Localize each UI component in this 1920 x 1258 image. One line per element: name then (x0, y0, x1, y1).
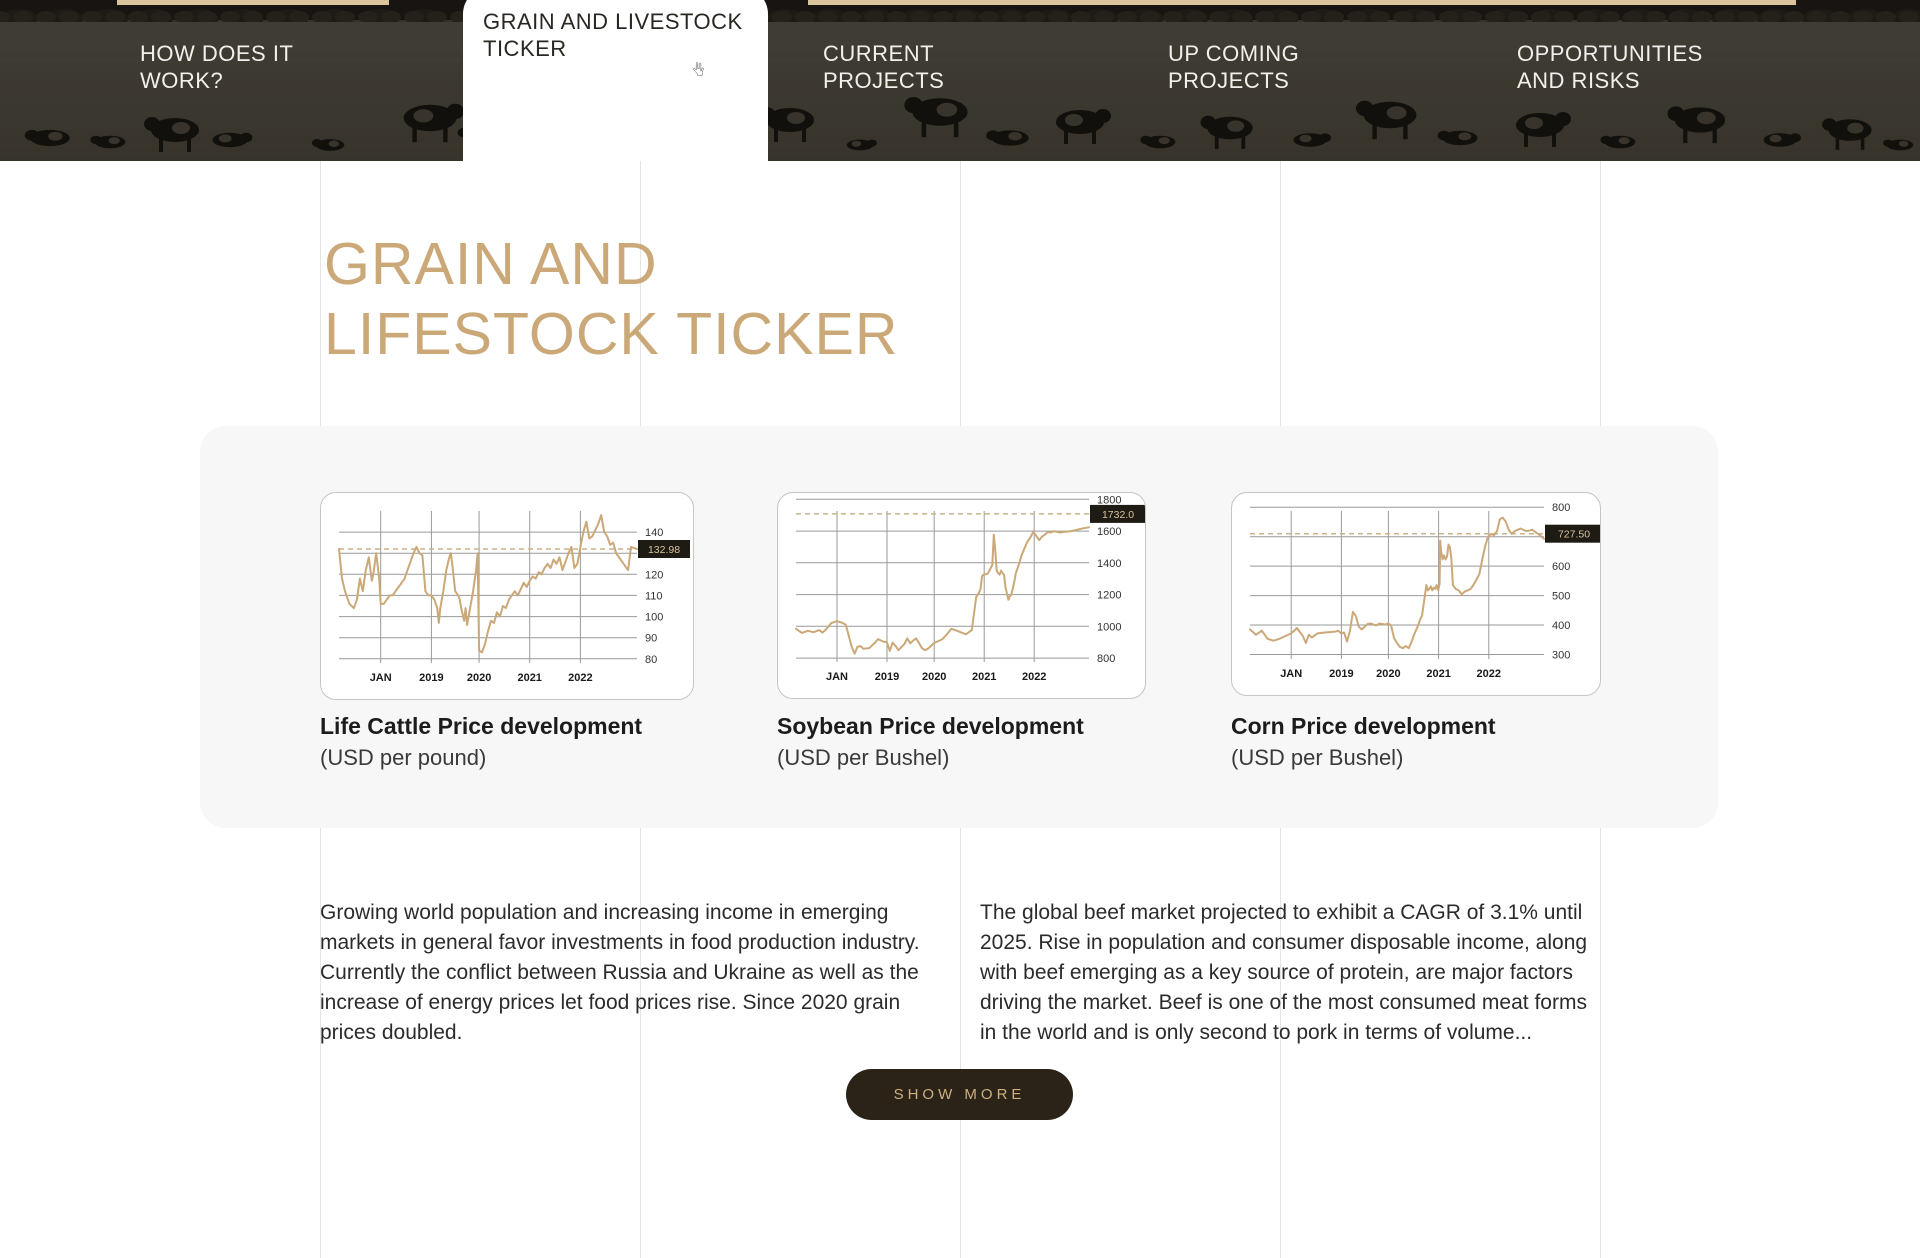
svg-text:2022: 2022 (1477, 668, 1501, 680)
svg-text:2021: 2021 (517, 672, 541, 684)
svg-text:600: 600 (1552, 561, 1570, 573)
svg-text:JAN: JAN (370, 672, 392, 684)
svg-text:140: 140 (645, 527, 663, 539)
svg-text:120: 120 (645, 569, 663, 581)
svg-text:JAN: JAN (826, 671, 848, 683)
svg-text:800: 800 (1552, 502, 1570, 514)
svg-text:500: 500 (1552, 591, 1570, 603)
svg-text:132.98: 132.98 (648, 544, 680, 556)
svg-text:727.50: 727.50 (1558, 529, 1590, 541)
svg-text:110: 110 (645, 590, 663, 602)
svg-text:300: 300 (1552, 650, 1570, 662)
svg-text:2022: 2022 (1022, 671, 1046, 683)
svg-text:2022: 2022 (568, 672, 592, 684)
svg-text:2020: 2020 (1376, 668, 1400, 680)
svg-text:400: 400 (1552, 620, 1570, 632)
svg-text:2019: 2019 (419, 672, 443, 684)
svg-text:1200: 1200 (1097, 590, 1121, 602)
svg-text:2021: 2021 (1426, 668, 1450, 680)
svg-text:90: 90 (645, 633, 657, 645)
svg-text:2020: 2020 (467, 672, 491, 684)
svg-text:80: 80 (645, 654, 657, 666)
svg-text:2019: 2019 (875, 671, 899, 683)
svg-text:1800: 1800 (1097, 494, 1121, 506)
svg-text:1400: 1400 (1097, 558, 1121, 570)
svg-text:1600: 1600 (1097, 526, 1121, 538)
svg-text:1732.0: 1732.0 (1102, 509, 1134, 521)
svg-text:JAN: JAN (1280, 668, 1302, 680)
svg-text:800: 800 (1097, 653, 1115, 665)
svg-text:1000: 1000 (1097, 621, 1121, 633)
svg-text:2020: 2020 (922, 671, 946, 683)
svg-text:2021: 2021 (972, 671, 996, 683)
svg-text:2019: 2019 (1329, 668, 1353, 680)
svg-text:100: 100 (645, 612, 663, 624)
